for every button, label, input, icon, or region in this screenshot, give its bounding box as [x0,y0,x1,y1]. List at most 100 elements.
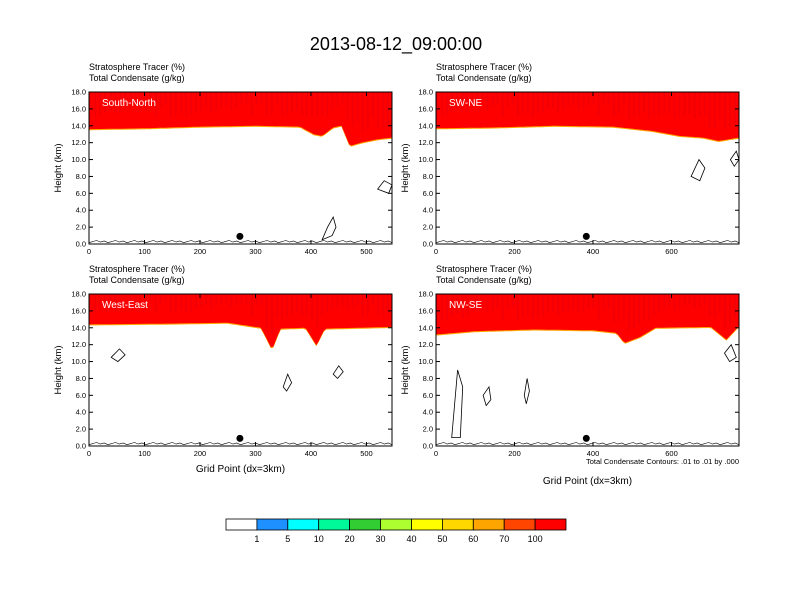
tracer-streak [296,92,299,111]
tracer-streak [567,92,570,108]
tracer-streak [557,92,560,112]
tracer-streak [129,294,132,304]
tracer-streak [275,294,278,318]
tracer-streak [562,294,565,314]
tracer-streak [622,294,625,319]
tracer-streak [285,92,288,115]
tracer-streak [451,294,454,317]
y-tick-label: 18.0 [71,290,86,299]
panel-title-tracer: Stratosphere Tracer (%) [436,264,532,274]
condensate-contour [482,385,492,407]
x-tick-label: 300 [249,247,262,256]
tracer-streak [200,92,203,111]
surface-contour [436,442,739,446]
tracer-streak [285,294,288,317]
plot-frame [88,293,393,447]
tracer-streak [617,92,620,115]
tracer-streak [597,294,600,321]
contour-footnote: Total Condensate Contours: .01 to .01 by… [586,457,739,466]
tracer-streak [577,92,580,110]
tracer-streak [190,294,192,311]
tracer-streak [643,92,645,114]
colorbar-label: 50 [437,534,447,544]
tracer-streak [552,294,555,312]
y-tick-label: 8.0 [76,374,86,383]
tracer-streak [210,92,213,113]
panel-label: South-North [102,98,156,109]
panel-title-tracer: Stratosphere Tracer (%) [436,62,532,72]
tracer-streak [149,294,152,301]
x-tick-label: 400 [305,247,318,256]
tracer-streak [220,92,223,108]
tracer-streak [215,92,218,110]
tracer-streak [441,92,444,116]
tracer-streak [301,294,304,316]
tracer-streak [718,294,721,311]
tracer-streak [446,294,449,320]
tracer-streak [633,92,635,117]
tracer-streak [230,294,233,307]
tracer-streak [89,92,91,119]
colorbar-label: 40 [406,534,416,544]
y-axis-label: Height (km) [400,345,411,394]
tracer-streak [265,92,268,116]
tracer-streak [653,92,656,117]
plot-frame [88,91,393,245]
y-axis-label: Height (km) [53,143,64,192]
tracer-streak [582,294,585,312]
tracer-streak [190,92,192,115]
x-tick-label: 600 [665,449,678,458]
tracer-streak [124,92,127,110]
tracer-streak [466,294,469,316]
y-tick-label: 0.0 [76,442,86,451]
tracer-streak [486,294,489,313]
tracer-streak [316,294,319,327]
y-tick-label: 14.0 [418,323,433,332]
tracer-streak [179,294,182,310]
panel-title-condensate: Total Condensate (g/kg) [436,275,532,285]
tracer-streak [516,294,519,320]
y-tick-label: 18.0 [71,88,86,97]
surface-contour [89,442,392,446]
tracer-streak [471,92,474,110]
tracer-streak [139,294,142,306]
tracer-streak [154,294,157,314]
y-tick-label: 6.0 [423,189,433,198]
y-tick-label: 6.0 [76,391,86,400]
tracer-streak [441,294,444,322]
x-tick-label: 500 [360,247,373,256]
y-tick-label: 12.0 [71,138,86,147]
tracer-streak [718,92,721,119]
y-tick-label: 16.0 [71,306,86,315]
tracer-streak [698,294,701,307]
panel-title-condensate: Total Condensate (g/kg) [89,275,185,285]
tracer-streak [169,294,172,314]
tracer-streak [250,92,253,116]
tracer-streak [124,294,127,306]
tracer-streak [255,92,258,106]
y-tick-label: 6.0 [76,189,86,198]
plot-frame [435,91,740,245]
tracer-streak [683,92,686,116]
y-tick-label: 14.0 [71,323,86,332]
tracer-streak [638,294,640,324]
tracer-streak [496,92,499,105]
tracer-streak [245,294,248,303]
condensate-contour [321,215,337,241]
tracer-streak [235,294,238,306]
tracer-band-10 [89,92,392,146]
tracer-streak [688,92,691,114]
tracer-streak [602,294,605,311]
condensate-contour [690,158,706,182]
location-marker [236,434,244,442]
tracer-streak [592,92,595,104]
tracer-streak [521,92,524,115]
tracer-band-10 [89,294,392,348]
tracer-streak [496,294,499,308]
tracer-streak [134,294,137,302]
tracer-streak [164,92,167,105]
tracer-streak [220,294,223,305]
tracer-streak [572,92,575,106]
tracer-streak [361,92,364,133]
x-tick-label: 600 [665,247,678,256]
